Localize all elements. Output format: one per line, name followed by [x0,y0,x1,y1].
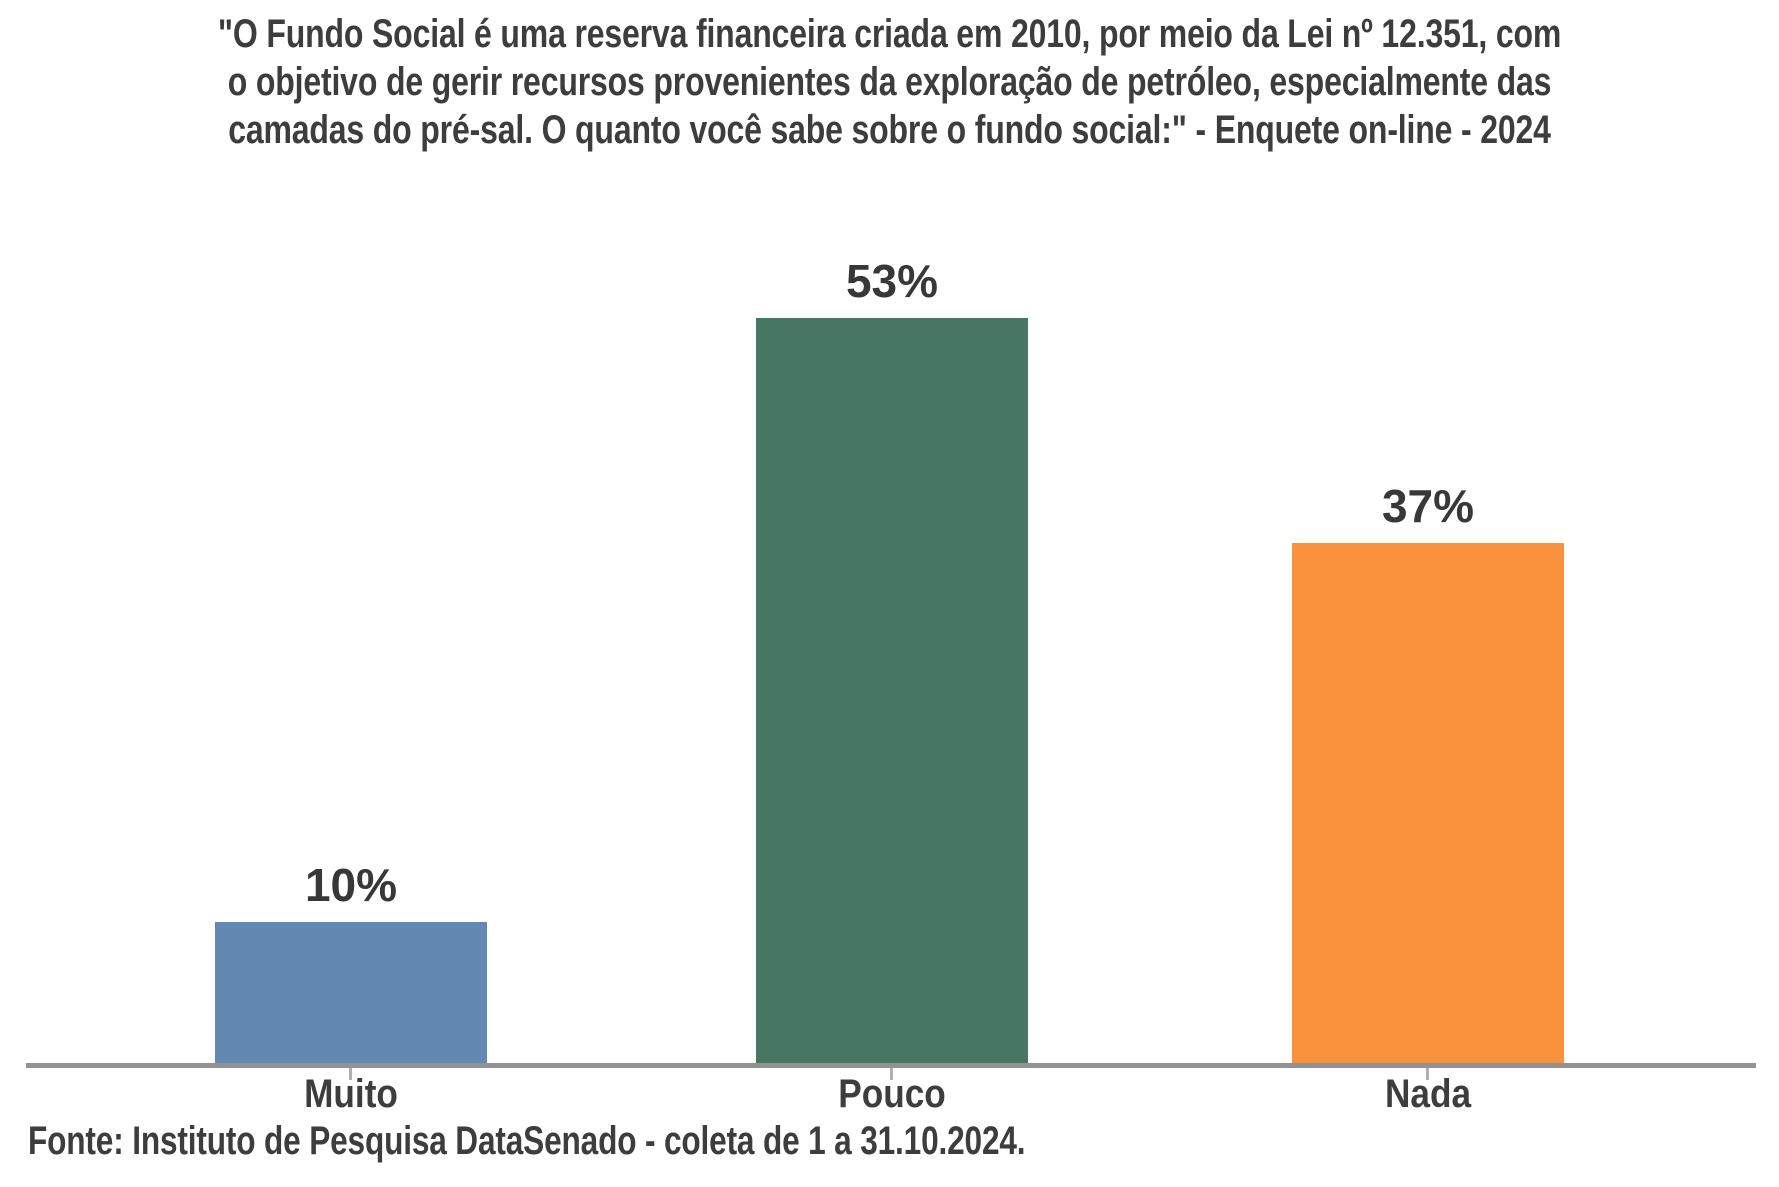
bar-muito [215,922,487,1063]
bar-value-label: 53% [845,255,939,307]
x-axis-label-muito: Muito [304,1072,398,1116]
x-axis-label-pouco: Pouco [838,1072,946,1116]
chart-title: "O Fundo Social é uma reserva financeira… [0,10,1779,154]
bar-value-label: 37% [1381,480,1475,532]
bar-nada [1292,543,1564,1063]
bar-pouco [756,318,1028,1063]
bar-value-label: 10% [304,859,398,911]
source-note: Fonte: Instituto de Pesquisa DataSenado … [28,1119,1026,1163]
x-axis-line [26,1063,1756,1068]
x-axis-tick-nada [1426,1068,1429,1080]
chart-title-line-1: "O Fundo Social é uma reserva financeira… [217,12,1562,56]
x-axis-tick-muito [349,1068,352,1080]
x-axis-tick-pouco [890,1068,893,1080]
chart-title-line-2: o objetivo de gerir recursos proveniente… [227,60,1552,104]
x-axis-label-nada: Nada [1384,1072,1472,1116]
chart-title-line-3: camadas do pré-sal. O quanto você sabe s… [228,108,1551,152]
